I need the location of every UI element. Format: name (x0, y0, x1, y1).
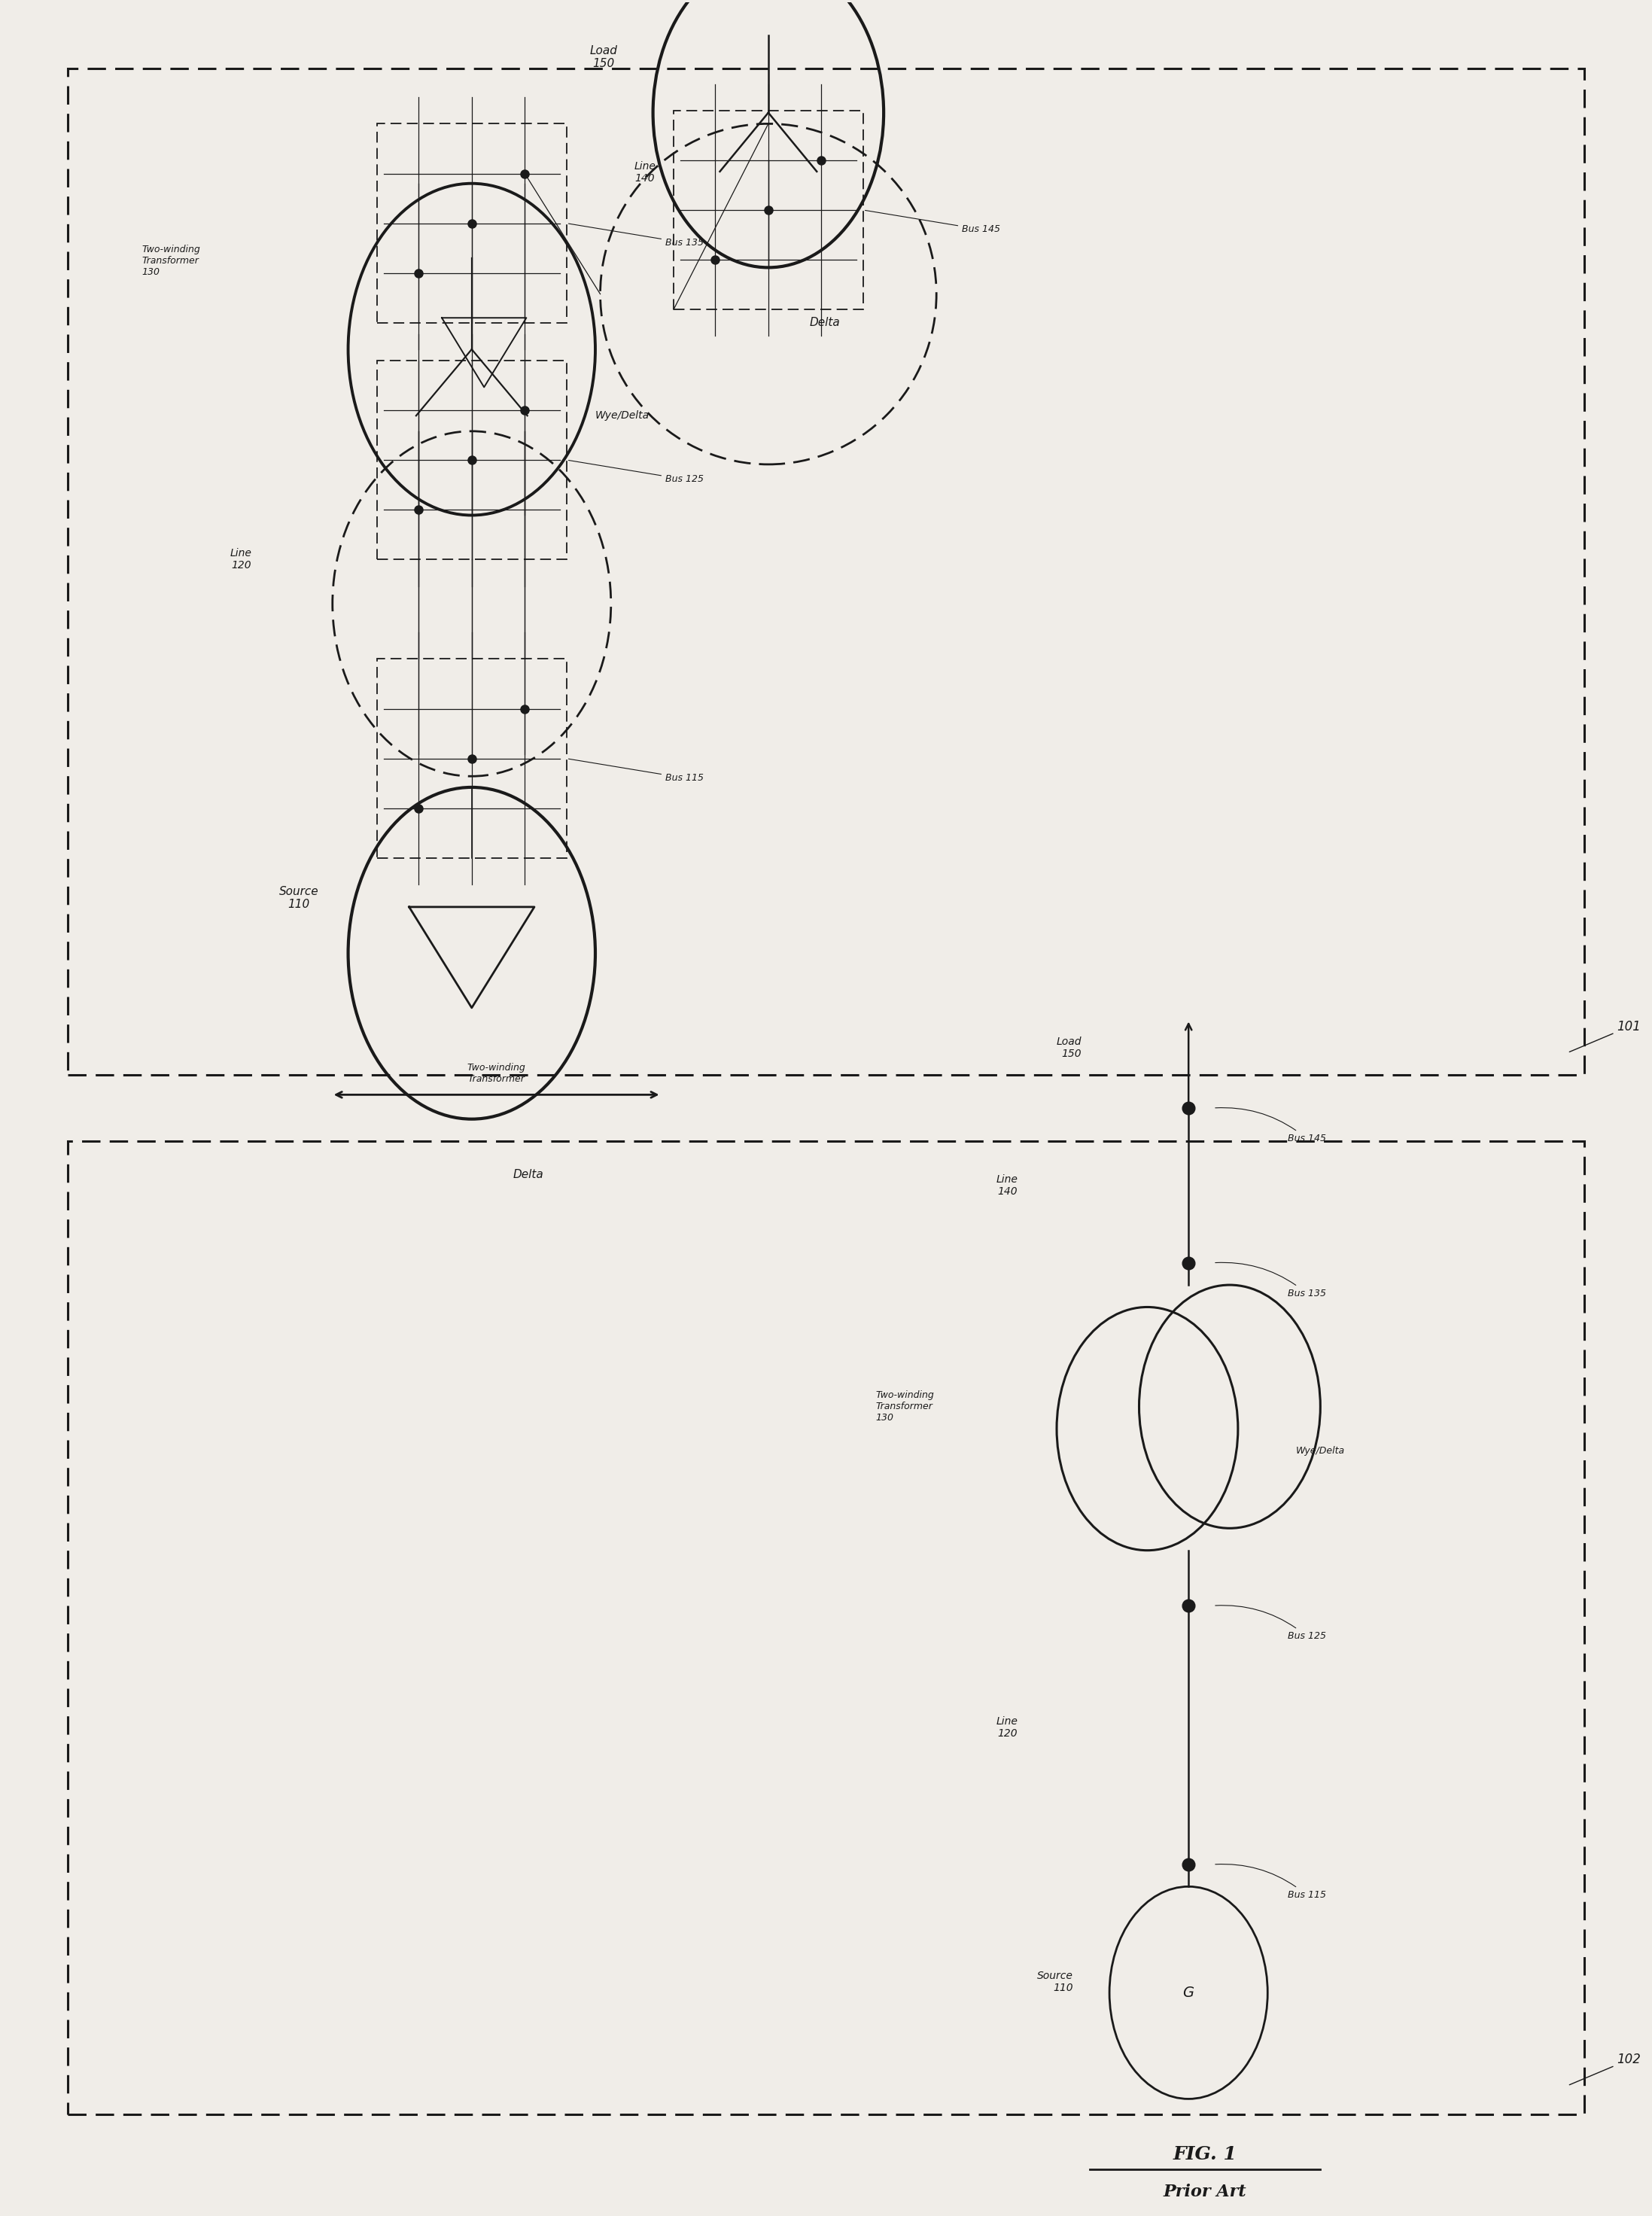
Bar (377, 658, 567, 858)
Text: Load
150: Load 150 (590, 44, 618, 69)
Text: Delta: Delta (512, 1168, 544, 1179)
Text: Bus 115: Bus 115 (568, 758, 704, 782)
Text: 101: 101 (1569, 1019, 1640, 1053)
Text: Two-winding
Transformer
130: Two-winding Transformer 130 (876, 1389, 933, 1423)
Text: Bus 135: Bus 135 (1216, 1263, 1327, 1299)
Bar (674, 111, 862, 310)
Bar (377, 124, 567, 324)
Text: Bus 145: Bus 145 (866, 211, 1001, 235)
Text: Bus 135: Bus 135 (568, 224, 704, 248)
Bar (68, 69, 1584, 1075)
Text: Wye/Delta: Wye/Delta (1295, 1445, 1345, 1456)
Text: Line
140: Line 140 (634, 162, 656, 184)
Text: Bus 125: Bus 125 (568, 461, 704, 485)
Text: FIG. 1: FIG. 1 (1173, 2145, 1237, 2163)
Text: 102: 102 (1569, 2052, 1640, 2085)
Text: Delta: Delta (809, 317, 841, 328)
Text: Bus 125: Bus 125 (1216, 1604, 1327, 1642)
Text: Prior Art: Prior Art (1163, 2183, 1247, 2200)
Text: Line
120: Line 120 (996, 1715, 1018, 1740)
Text: Wye/Delta: Wye/Delta (595, 410, 649, 421)
Bar (377, 361, 567, 558)
Text: Bus 115: Bus 115 (1216, 1864, 1327, 1899)
Text: Two-winding
Transformer: Two-winding Transformer (468, 1064, 525, 1084)
Text: Source
110: Source 110 (279, 886, 319, 911)
Text: Load
150: Load 150 (1056, 1037, 1082, 1059)
Text: Line
120: Line 120 (230, 547, 251, 572)
Text: G: G (1183, 1986, 1194, 1999)
Text: Bus 145: Bus 145 (1216, 1108, 1327, 1143)
Text: Source
110: Source 110 (1037, 1970, 1074, 1992)
Text: Line
140: Line 140 (996, 1174, 1018, 1197)
Text: Two-winding
Transformer
130: Two-winding Transformer 130 (142, 244, 200, 277)
Bar (68, 1141, 1584, 2114)
